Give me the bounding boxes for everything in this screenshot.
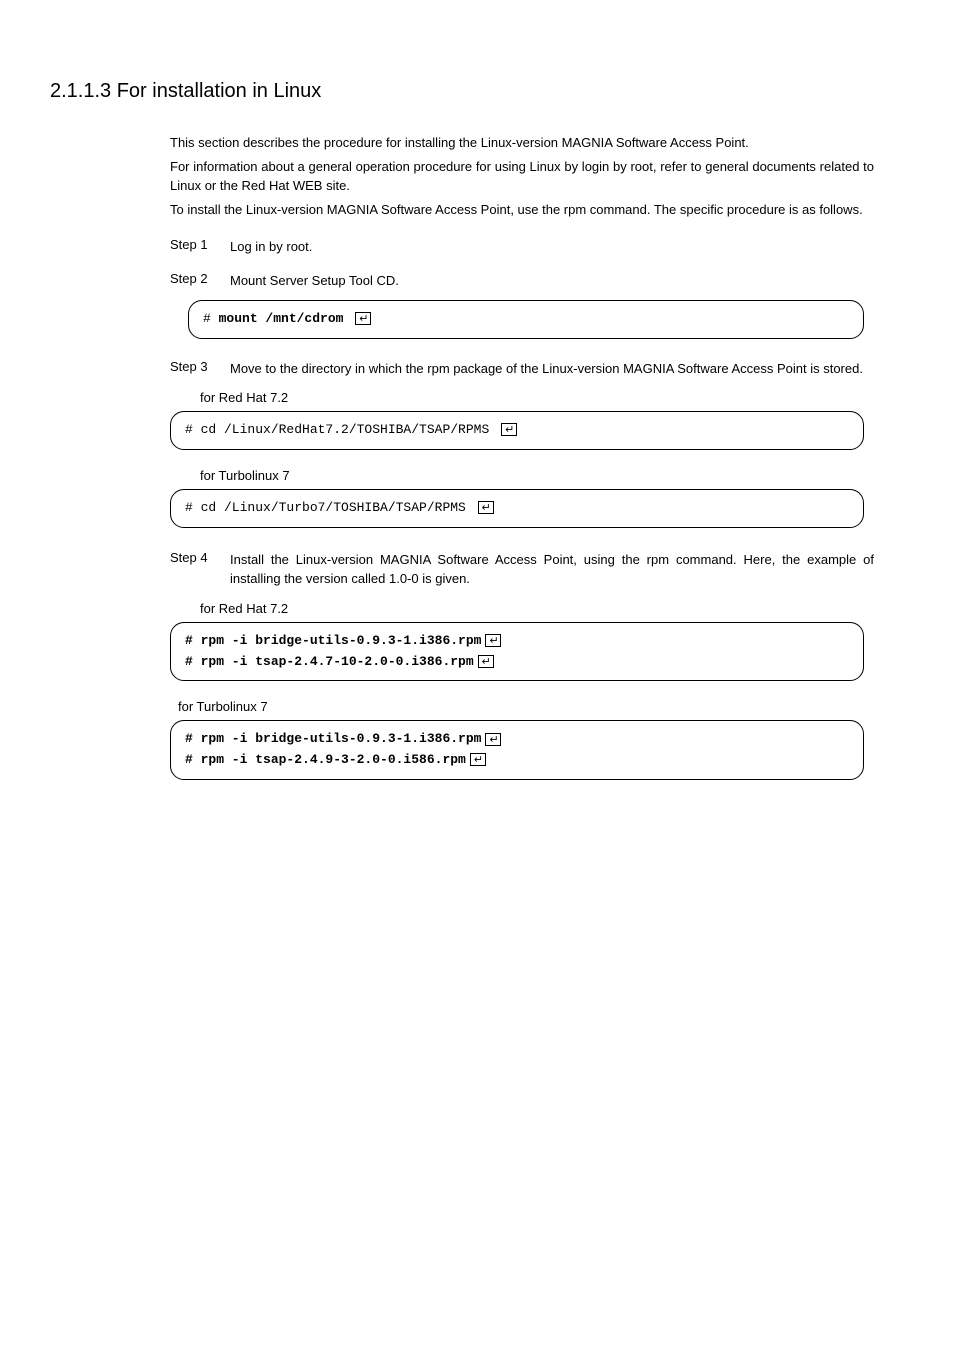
step-2-label: Step 2 [170, 271, 230, 291]
sublabel-redhat-2: for Red Hat 7.2 [200, 601, 874, 616]
step-3: Step 3 Move to the directory in which th… [170, 359, 874, 379]
step-4: Step 4 Install the Linux-version MAGNIA … [170, 550, 874, 589]
code-mount-hash: # [203, 311, 211, 326]
content-block: This section describes the procedure for… [50, 133, 894, 780]
code-line-cd-turbo: # cd /Linux/Turbo7/TOSHIBA/TSAP/RPMS [185, 498, 849, 519]
code-line-rpm-rh-1: # rpm -i bridge-utils-0.9.3-1.i386.rpm [185, 631, 849, 652]
code-box-mount: # mount /mnt/cdrom [188, 300, 864, 339]
code-mount-cmd: mount /mnt/cdrom [211, 311, 351, 326]
code-rpm-tb-2: # rpm -i tsap-2.4.9-3-2.0-0.i586.rpm [185, 752, 466, 767]
sublabel-turbo-1: for Turbolinux 7 [200, 468, 874, 483]
code-box-cd-turbo: # cd /Linux/Turbo7/TOSHIBA/TSAP/RPMS [170, 489, 864, 528]
step-1-text: Log in by root. [230, 237, 312, 257]
enter-icon [478, 501, 494, 514]
step-2-text: Mount Server Setup Tool CD. [230, 271, 399, 291]
enter-icon [485, 634, 501, 647]
steps-wrapper: Step 1 Log in by root. Step 2 Mount Serv… [170, 237, 874, 780]
code-rpm-rh-1: # rpm -i bridge-utils-0.9.3-1.i386.rpm [185, 633, 481, 648]
code-line-rpm-rh-2: # rpm -i tsap-2.4.7-10-2.0-0.i386.rpm [185, 652, 849, 673]
code-rpm-tb-1: # rpm -i bridge-utils-0.9.3-1.i386.rpm [185, 731, 481, 746]
step-4-label: Step 4 [170, 550, 230, 589]
enter-icon [478, 655, 494, 668]
code-rpm-rh-2: # rpm -i tsap-2.4.7-10-2.0-0.i386.rpm [185, 654, 474, 669]
intro-paragraph-3: To install the Linux-version MAGNIA Soft… [170, 200, 874, 220]
section-heading: 2.1.1.3 For installation in Linux [50, 80, 894, 103]
code-box-cd-redhat: # cd /Linux/RedHat7.2/TOSHIBA/TSAP/RPMS [170, 411, 864, 450]
step-2: Step 2 Mount Server Setup Tool CD. [170, 271, 874, 291]
step-1-label: Step 1 [170, 237, 230, 257]
code-cd-turbo: # cd /Linux/Turbo7/TOSHIBA/TSAP/RPMS [185, 500, 474, 515]
code-box-rpm-turbo: # rpm -i bridge-utils-0.9.3-1.i386.rpm #… [170, 720, 864, 780]
code-cd-redhat: # cd /Linux/RedHat7.2/TOSHIBA/TSAP/RPMS [185, 422, 497, 437]
code-box-rpm-redhat: # rpm -i bridge-utils-0.9.3-1.i386.rpm #… [170, 622, 864, 682]
step-1: Step 1 Log in by root. [170, 237, 874, 257]
enter-icon [470, 753, 486, 766]
step-3-text: Move to the directory in which the rpm p… [230, 359, 863, 379]
step-4-text: Install the Linux-version MAGNIA Softwar… [230, 550, 874, 589]
code-line-mount: # mount /mnt/cdrom [203, 309, 849, 330]
enter-icon [485, 733, 501, 746]
code-line-rpm-tb-2: # rpm -i tsap-2.4.9-3-2.0-0.i586.rpm [185, 750, 849, 771]
code-line-cd-redhat: # cd /Linux/RedHat7.2/TOSHIBA/TSAP/RPMS [185, 420, 849, 441]
sublabel-turbo-2: for Turbolinux 7 [178, 699, 874, 714]
code-line-rpm-tb-1: # rpm -i bridge-utils-0.9.3-1.i386.rpm [185, 729, 849, 750]
enter-icon [501, 423, 517, 436]
sublabel-redhat-1: for Red Hat 7.2 [200, 390, 874, 405]
intro-paragraph-2: For information about a general operatio… [170, 157, 874, 196]
enter-icon [355, 312, 371, 325]
step-3-label: Step 3 [170, 359, 230, 379]
intro-paragraph-1: This section describes the procedure for… [170, 133, 874, 153]
